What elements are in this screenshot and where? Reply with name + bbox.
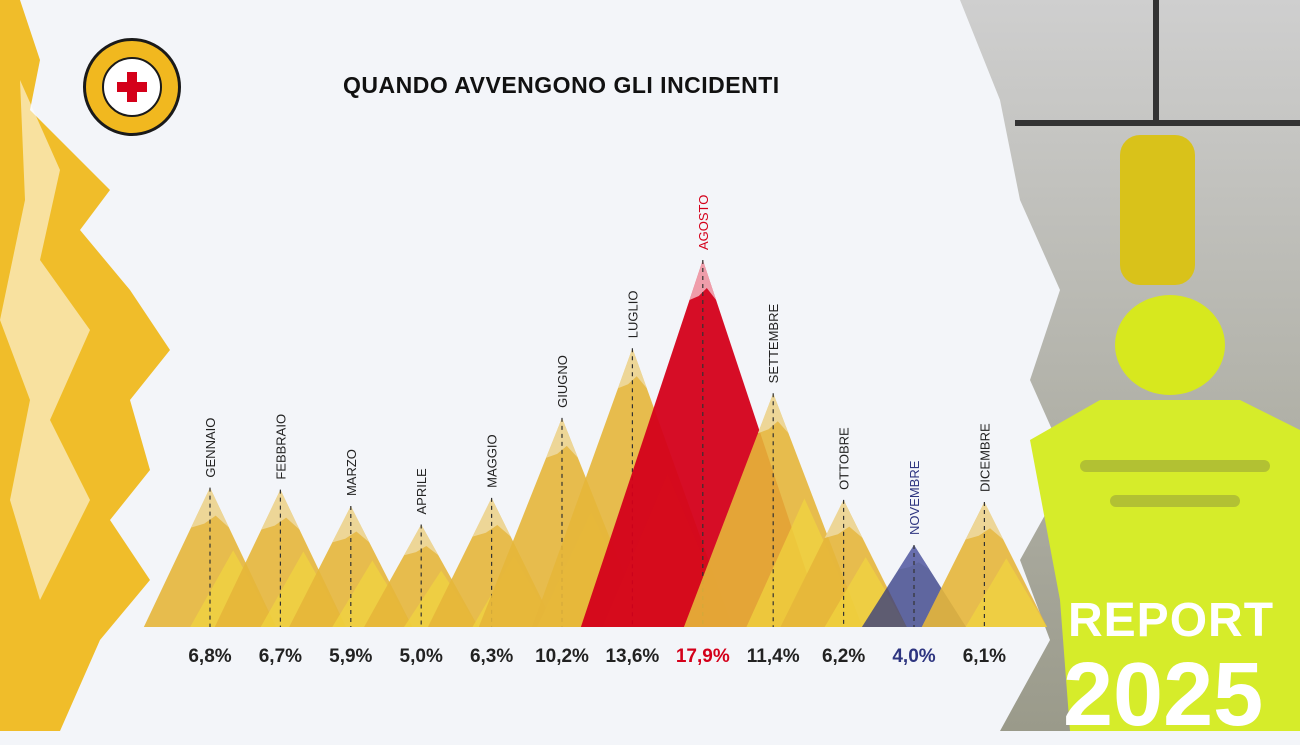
month-label: MAGGIO — [485, 434, 500, 487]
value-label: 6,1% — [963, 646, 1006, 667]
value-label: 10,2% — [535, 646, 589, 667]
value-label: 6,8% — [188, 646, 231, 667]
month-label: OTTOBRE — [837, 427, 852, 490]
month-label: APRILE — [414, 468, 429, 515]
page-title: QUANDO AVVENGONO GLI INCIDENTI — [343, 72, 780, 98]
value-label: 5,9% — [329, 646, 372, 667]
value-label: 5,0% — [400, 646, 443, 667]
month-label: AGOSTO — [696, 195, 711, 250]
month-label: SETTEMBRE — [766, 304, 781, 384]
mountain-layer — [965, 558, 1048, 627]
month-label: FEBBRAIO — [273, 414, 288, 480]
value-label: 6,2% — [822, 646, 865, 667]
snow-cap — [261, 489, 300, 530]
report-year: 2025 — [1063, 645, 1264, 745]
value-label: 6,7% — [259, 646, 302, 667]
value-label: 17,9% — [676, 646, 730, 667]
yellow-rock-decoration — [0, 0, 170, 731]
month-label: MARZO — [344, 449, 359, 496]
month-label: LUGLIO — [625, 291, 640, 339]
value-label: 13,6% — [605, 646, 659, 667]
helicopter-rescuer-photo — [960, 0, 1300, 731]
value-label: 11,4% — [747, 646, 800, 667]
cross-icon — [117, 72, 147, 102]
month-label: NOVEMBRE — [907, 460, 922, 535]
month-label: GIUGNO — [555, 355, 570, 408]
value-label: 6,3% — [470, 646, 513, 667]
cnsas-logo — [83, 38, 181, 136]
snow-cap — [404, 524, 439, 556]
month-label: DICEMBRE — [977, 423, 992, 492]
value-label: 4,0% — [892, 646, 935, 667]
report-label: REPORT — [1068, 594, 1275, 647]
month-label: GENNAIO — [203, 418, 218, 478]
snow-cap — [898, 545, 930, 570]
